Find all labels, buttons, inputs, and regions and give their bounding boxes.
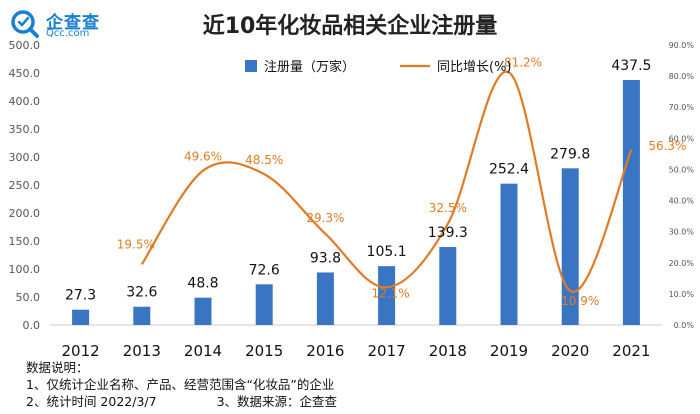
y-right-tick-label: 70.0% <box>669 103 695 112</box>
notes-line-1: 1、仅统计企业名称、产品、经营范围含“化妆品”的企业 <box>26 377 335 392</box>
line-value-label: 12.1% <box>372 286 410 300</box>
line-value-label: 48.5% <box>245 153 283 167</box>
y-left-tick-label: 450.0 <box>9 67 41 80</box>
notes-row-3: 2、统计时间 2022/3/7 3、数据来源：企查查 <box>26 393 337 410</box>
bar <box>316 272 334 325</box>
bar <box>194 297 212 325</box>
logo-sub: Qcc.com <box>46 28 90 39</box>
x-tick-label: 2019 <box>490 342 528 360</box>
bar-value-label: 437.5 <box>611 58 651 74</box>
y-left-tick-label: 50.0 <box>16 291 41 304</box>
y-right-tick-label: 80.0% <box>669 72 695 81</box>
data-notes: 数据说明： 1、仅统计企业名称、产品、经营范围含“化妆品”的企业 2、统计时间 … <box>26 359 337 410</box>
x-tick-label: 2016 <box>306 342 344 360</box>
y-right-tick-label: 40.0% <box>669 197 695 206</box>
x-tick-label: 2018 <box>429 342 467 360</box>
line-value-label: 19.5% <box>117 237 155 251</box>
y-left-tick-label: 0.0 <box>23 319 41 332</box>
x-tick-label: 2015 <box>245 342 283 360</box>
notes-line-3: 3、数据来源：企查查 <box>216 394 338 409</box>
y-right-tick-label: 60.0% <box>669 134 695 143</box>
bar-value-label: 27.3 <box>65 288 96 304</box>
bar <box>622 80 640 325</box>
logo-name: 企查查 <box>46 13 100 33</box>
bar-value-label: 252.4 <box>489 162 529 178</box>
y-left-tick-label: 500.0 <box>9 39 41 52</box>
bar <box>439 246 457 325</box>
y-left-tick-label: 200.0 <box>9 207 41 220</box>
x-tick-label: 2014 <box>184 342 222 360</box>
x-tick-label: 2020 <box>551 342 589 360</box>
x-tick-label: 2017 <box>368 342 406 360</box>
logo: 企查查 Qcc.com <box>6 6 118 42</box>
bar-value-label: 48.8 <box>187 276 218 292</box>
y-left-tick-label: 350.0 <box>9 123 41 136</box>
y-right-tick-label: 10.0% <box>669 290 695 299</box>
y-right-tick-label: 0.0% <box>674 321 695 330</box>
line-value-label: 56.3% <box>648 139 686 153</box>
y-left-tick-label: 150.0 <box>9 235 41 248</box>
bar <box>133 306 151 325</box>
bar <box>378 266 396 325</box>
line-value-label: 32.5% <box>429 201 467 215</box>
y-right-tick-label: 90.0% <box>669 41 695 50</box>
chart-title: 近10年化妆品相关企业注册量 <box>202 14 498 39</box>
y-left-tick-label: 250.0 <box>9 179 41 192</box>
bar <box>255 284 273 325</box>
legend-bar-swatch <box>245 60 257 72</box>
legend-bar-label: 注册量（万家） <box>264 59 355 75</box>
line-value-label: 81.2% <box>504 55 542 69</box>
bar-value-label: 279.8 <box>550 146 590 162</box>
legend-line-label: 同比增长(%) <box>437 60 512 75</box>
notes-heading: 数据说明： <box>26 360 89 375</box>
bar-value-label: 139.3 <box>428 225 468 241</box>
line-value-label: 49.6% <box>184 150 222 164</box>
line-value-label: 10.9% <box>561 294 599 308</box>
line-value-label: 29.3% <box>306 211 344 225</box>
x-tick-label: 2013 <box>123 342 161 360</box>
bar-value-label: 32.6 <box>126 285 157 301</box>
bar-value-label: 72.6 <box>249 262 280 278</box>
magnifier-logo-icon <box>11 10 39 38</box>
y-left-tick-label: 100.0 <box>9 263 41 276</box>
bar-value-label: 93.8 <box>310 250 341 266</box>
growth-line <box>140 70 633 293</box>
y-right-tick-label: 50.0% <box>669 165 695 174</box>
bar <box>500 183 518 325</box>
y-left-tick-label: 400.0 <box>9 95 41 108</box>
x-tick-label: 2021 <box>612 342 650 360</box>
bar-value-label: 105.1 <box>367 244 407 260</box>
notes-line-2: 2、统计时间 2022/3/7 <box>26 394 157 409</box>
y-left-tick-label: 300.0 <box>9 151 41 164</box>
x-tick-label: 2012 <box>62 342 100 360</box>
y-right-tick-label: 20.0% <box>669 259 695 268</box>
y-right-tick-label: 30.0% <box>669 228 695 237</box>
bar <box>72 309 90 325</box>
